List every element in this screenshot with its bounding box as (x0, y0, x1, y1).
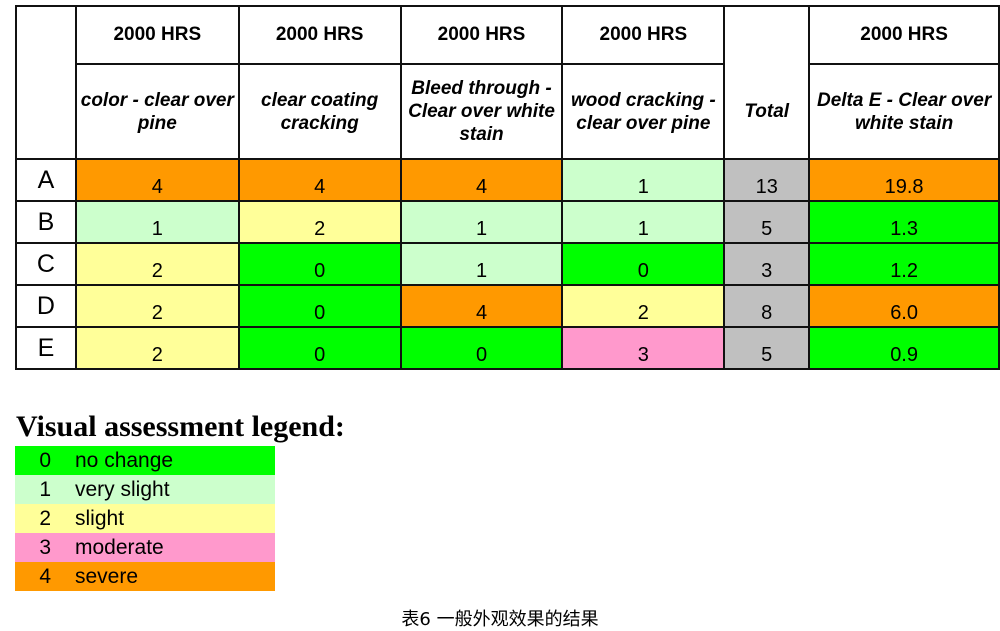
delta-e-cell: 6.0 (808, 284, 1000, 328)
header-hours-cell: 2000 HRS (399, 5, 564, 65)
column-header: color - clear over pine (74, 63, 240, 160)
rating-cell: 2 (561, 284, 726, 328)
table-row: C 2 0 1 0 3 1.2 (15, 242, 1000, 286)
rating-cell: 4 (399, 158, 564, 202)
header-hours-cell (15, 5, 77, 160)
column-header: clear coating cracking (237, 63, 402, 160)
total-cell: 13 (723, 158, 811, 202)
header-hours-cell (723, 5, 811, 64)
legend-item: 2 slight (15, 504, 275, 533)
legend-title: Visual assessment legend: (16, 410, 345, 443)
rating-cell: 0 (237, 284, 402, 328)
legend-label: very slight (75, 477, 170, 501)
rating-cell: 4 (399, 284, 564, 328)
rating-cell: 0 (561, 242, 726, 286)
total-cell: 8 (723, 284, 811, 328)
total-cell: 5 (723, 326, 811, 370)
rating-cell: 1 (74, 200, 240, 244)
header-hours-cell: 2000 HRS (561, 5, 726, 65)
rating-cell: 0 (399, 326, 564, 370)
rating-cell: 2 (74, 326, 240, 370)
table-row: D 2 0 4 2 8 6.0 (15, 284, 1000, 328)
legend-label: slight (75, 506, 125, 530)
row-label: A (15, 158, 77, 202)
legend-value: 3 (39, 535, 51, 559)
results-table: 2000 HRS 2000 HRS 2000 HRS 2000 HRS 2000 HRS… (15, 5, 1000, 370)
rating-cell: 4 (237, 158, 402, 202)
rating-cell: 2 (237, 200, 402, 244)
header-columns-row: color - clear over pine clear coating cra… (16, 63, 1000, 160)
rating-cell: 3 (561, 326, 726, 370)
header-hours-row: 2000 HRS 2000 HRS 2000 HRS 2000 HRS 2000 HRS (15, 5, 1000, 160)
header-hours-cell: 2000 HRS (237, 5, 402, 65)
legend-item: 1 very slight (15, 475, 275, 504)
legend-label: no change (75, 448, 174, 472)
rating-cell: 1 (399, 200, 564, 244)
legend-value: 0 (39, 448, 51, 472)
legend-value: 1 (39, 477, 51, 501)
legend: 0 no change 1 very slight 2 slight 3 moderate 4 s… (15, 446, 275, 591)
total-cell: 5 (723, 200, 811, 244)
delta-e-cell: 1.3 (808, 200, 1000, 244)
rating-cell: 4 (74, 158, 240, 202)
rating-cell: 1 (561, 158, 726, 202)
row-label: B (15, 200, 77, 244)
table-row: A 4 4 4 1 13 19.8 (15, 158, 1000, 202)
legend-item: 3 moderate (15, 533, 275, 562)
table-row: E 2 0 0 3 5 0.9 (15, 326, 1000, 370)
rating-cell: 0 (237, 326, 402, 370)
header-hours-cell: 2000 HRS (74, 5, 240, 65)
column-header: Total (723, 64, 811, 160)
rating-cell: 1 (399, 242, 564, 286)
row-label: D (15, 284, 77, 328)
rating-cell: 1 (561, 200, 726, 244)
table-caption: 表6 一般外观效果的结果 (401, 609, 599, 630)
legend-label: severe (75, 564, 139, 588)
legend-value: 2 (39, 506, 51, 530)
rating-cell: 2 (74, 242, 240, 286)
legend-value: 4 (39, 564, 51, 588)
header-hours-cell: 2000 HRS (808, 5, 1000, 65)
table-row: B 1 2 1 1 5 1.3 (15, 200, 1000, 244)
column-header: Bleed through - Clear over white stain (399, 63, 564, 160)
column-header: wood cracking - clear over pine (561, 63, 726, 160)
legend-item: 4 severe (15, 562, 275, 591)
rating-cell: 0 (237, 242, 402, 286)
delta-e-cell: 19.8 (808, 158, 1000, 202)
rating-cell: 2 (74, 284, 240, 328)
delta-e-cell: 0.9 (808, 326, 1000, 370)
legend-label: moderate (75, 535, 164, 559)
row-label: E (15, 326, 77, 370)
delta-e-cell: 1.2 (808, 242, 1000, 286)
row-label: C (15, 242, 77, 286)
column-header: Delta E - Clear over white stain (808, 63, 1000, 160)
legend-item: 0 no change (15, 446, 275, 475)
total-cell: 3 (723, 242, 811, 286)
